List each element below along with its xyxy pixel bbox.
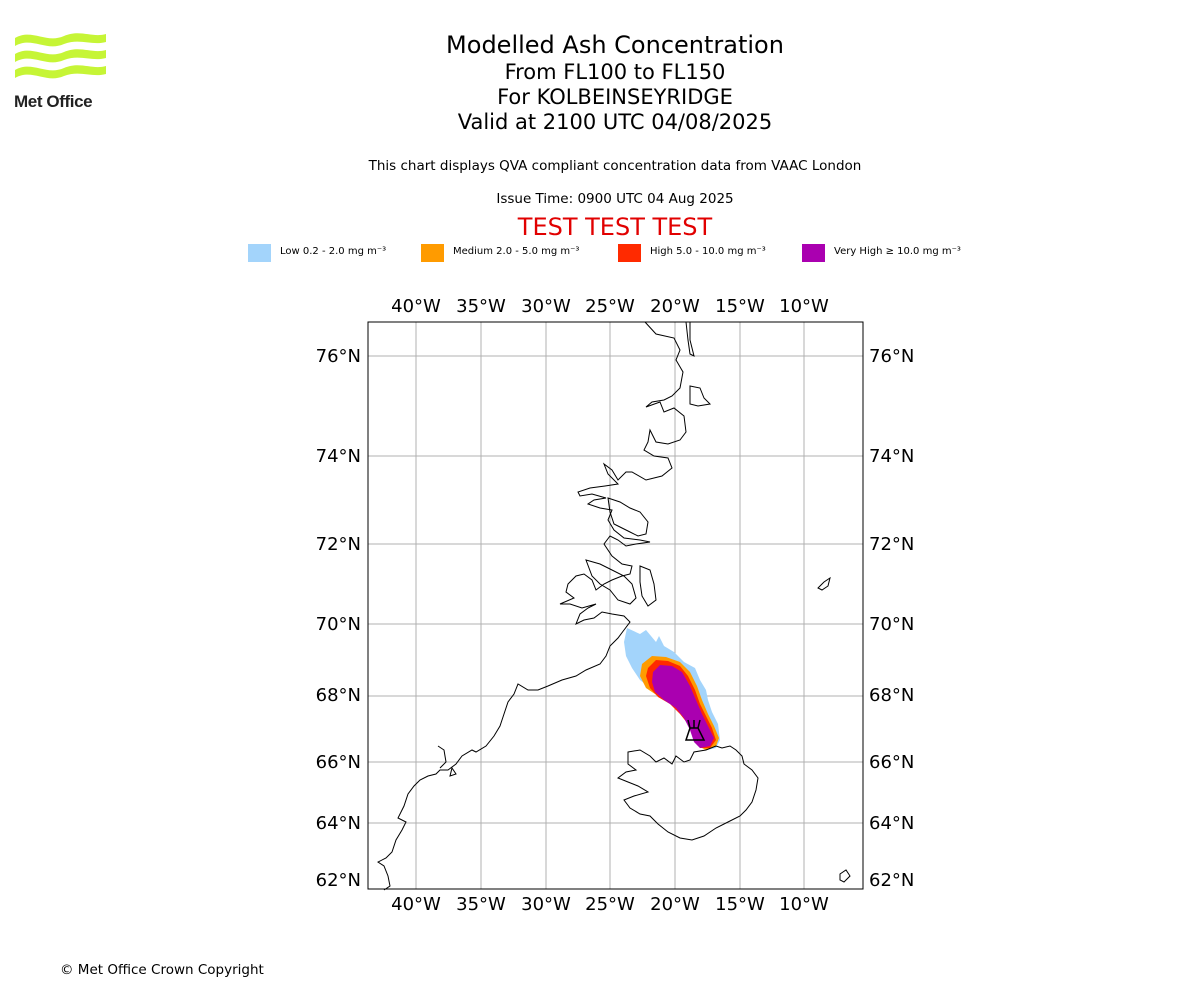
met-office-waves-icon (15, 33, 106, 79)
lon-label-35w: 35°W (456, 296, 506, 317)
volcano-icon (684, 719, 706, 741)
coastlines (377, 321, 851, 891)
legend-swatch-very-high (802, 244, 825, 262)
legend-label-high: High 5.0 - 10.0 mg m⁻³ (650, 246, 766, 257)
lon-label-15w-bottom: 15°W (715, 894, 765, 915)
lat-labels-left: 76°N 74°N 72°N 70°N 68°N 66°N 64°N 62°N (316, 346, 361, 891)
met-office-logo: Met Office (14, 30, 109, 111)
copyright-notice: © Met Office Crown Copyright (60, 962, 264, 978)
lat-label-76n: 76°N (316, 346, 361, 367)
lat-label-74n: 74°N (316, 446, 361, 467)
legend-label-medium: Medium 2.0 - 5.0 mg m⁻³ (453, 246, 580, 257)
lat-label-66n: 66°N (316, 752, 361, 773)
lat-label-62n: 62°N (316, 870, 361, 891)
greenland-island (689, 385, 712, 407)
iceland (616, 745, 759, 841)
legend: Low 0.2 - 2.0 mg m⁻³ Medium 2.0 - 5.0 mg… (0, 244, 1200, 264)
lat-label-68n-right: 68°N (869, 685, 914, 706)
valid-time: Valid at 2100 UTC 04/08/2025 (457, 110, 773, 134)
lon-label-40w: 40°W (391, 296, 441, 317)
jan-mayen (817, 576, 831, 591)
legend-label-very-high: Very High ≥ 10.0 mg m⁻³ (834, 246, 961, 257)
greenland-inland (685, 321, 695, 357)
lon-label-25w-bottom: 25°W (585, 894, 635, 915)
lat-label-68n: 68°N (316, 685, 361, 706)
lat-label-72n: 72°N (316, 534, 361, 555)
greenland-east-coast (377, 321, 687, 891)
svalbard-islet (839, 869, 851, 883)
chart-title-block: Modelled Ash Concentration From FL100 to… (0, 30, 1200, 135)
lat-label-70n-right: 70°N (869, 614, 914, 635)
legend-swatch-high (618, 244, 641, 262)
lat-label-76n-right: 76°N (869, 346, 914, 367)
lon-label-25w: 25°W (585, 296, 635, 317)
lat-label-62n-right: 62°N (869, 870, 914, 891)
chart-description: This chart displays QVA compliant concen… (368, 158, 862, 174)
greenland-fjord (607, 497, 649, 537)
legend-swatch-low (248, 244, 271, 262)
lon-label-35w-bottom: 35°W (456, 894, 506, 915)
lon-label-10w-bottom: 10°W (779, 894, 829, 915)
lon-label-30w-bottom: 30°W (521, 894, 571, 915)
lon-labels-top: 40°W 35°W 30°W 25°W 20°W 15°W 10°W (391, 296, 829, 317)
flight-level-range: From FL100 to FL150 (504, 60, 726, 84)
test-banner: TEST TEST TEST (517, 213, 713, 241)
lat-label-64n: 64°N (316, 813, 361, 834)
lat-labels-right: 76°N 74°N 72°N 70°N 68°N 66°N 64°N 62°N (869, 346, 914, 891)
map-frame (367, 321, 864, 890)
volcano-name: For KOLBEINSEYRIDGE (497, 85, 733, 109)
chart-title: Modelled Ash Concentration (446, 31, 784, 59)
greenland-sw-2 (449, 766, 457, 777)
legend-swatch-medium (421, 244, 444, 262)
issue-time: Issue Time: 0900 UTC 04 Aug 2025 (496, 191, 734, 207)
graticule (368, 322, 863, 889)
logo-text: Met Office (14, 92, 93, 111)
legend-label-low: Low 0.2 - 2.0 mg m⁻³ (280, 246, 387, 257)
ash-contours (624, 628, 720, 750)
greenland-fjord-2 (585, 559, 637, 605)
lat-label-70n: 70°N (316, 614, 361, 635)
lon-label-20w: 20°W (650, 296, 700, 317)
lon-labels-bottom: 40°W 35°W 30°W 25°W 20°W 15°W 10°W (391, 894, 829, 915)
greenland-sw (437, 745, 447, 769)
lat-label-74n-right: 74°N (869, 446, 914, 467)
greenland-fjord-3 (639, 565, 657, 607)
lat-label-66n-right: 66°N (869, 752, 914, 773)
lon-label-30w: 30°W (521, 296, 571, 317)
lon-label-20w-bottom: 20°W (650, 894, 700, 915)
lat-label-72n-right: 72°N (869, 534, 914, 555)
lat-label-64n-right: 64°N (869, 813, 914, 834)
lon-label-40w-bottom: 40°W (391, 894, 441, 915)
lon-label-10w: 10°W (779, 296, 829, 317)
lon-label-15w: 15°W (715, 296, 765, 317)
